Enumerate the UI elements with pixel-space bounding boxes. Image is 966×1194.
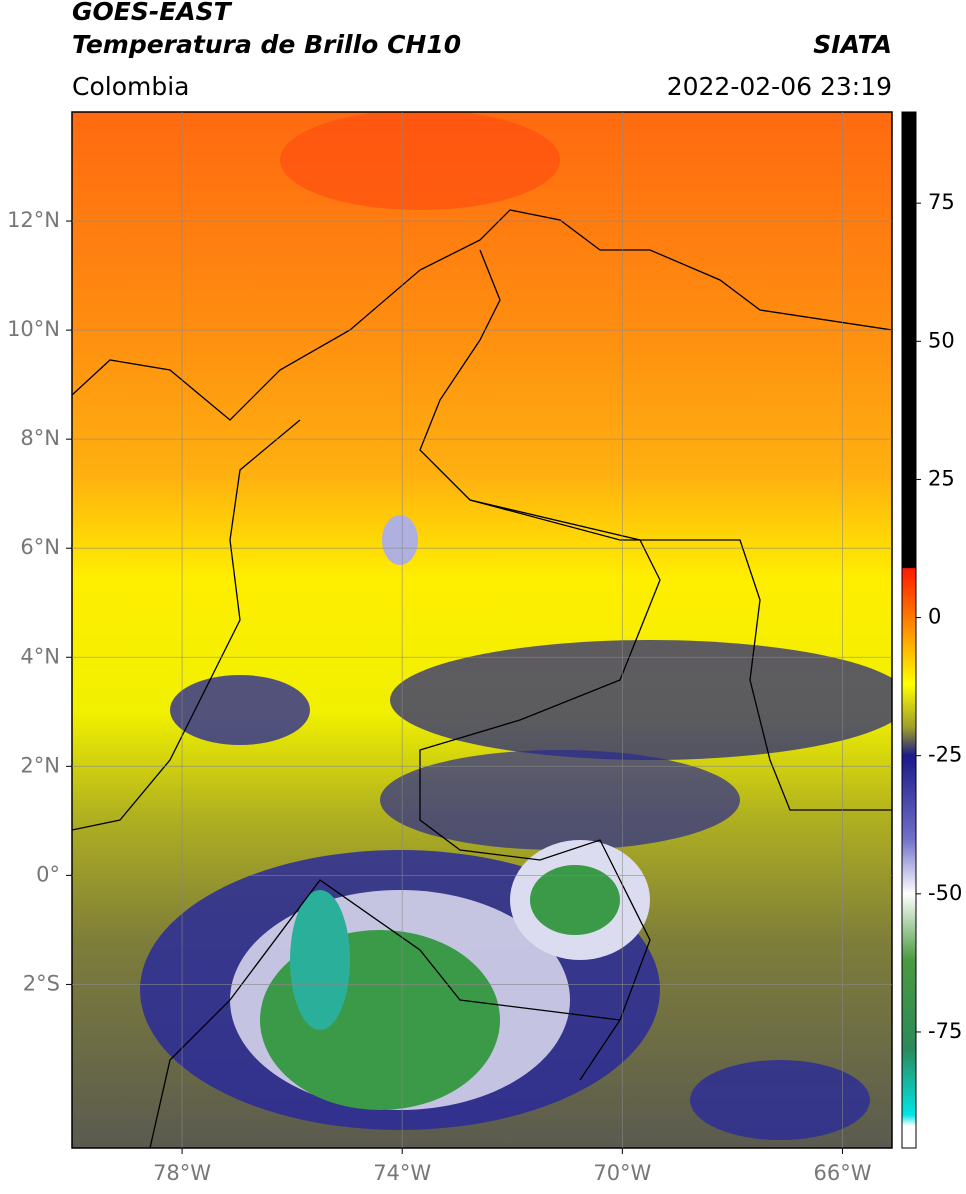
x-tick-label: 74°W: [373, 1161, 431, 1185]
source: SIATA: [813, 30, 892, 59]
colorbar-tick-label: -75: [928, 1019, 962, 1043]
subtitle: Temperatura de Brillo CH10: [72, 30, 461, 59]
y-tick-label: 0°: [36, 862, 60, 886]
y-tick-label: 4°N: [20, 644, 60, 668]
y-tick-label: 2°S: [23, 971, 60, 995]
datetime: 2022-02-06 23:19: [667, 72, 892, 101]
colorbar-tick-label: 0: [928, 605, 941, 629]
title: GOES-EAST: [72, 0, 233, 26]
y-tick-label: 10°N: [7, 317, 60, 341]
y-tick-label: 2°N: [20, 753, 60, 777]
colorbar-tick-label: -25: [928, 743, 962, 767]
colorbar-tick-label: 25: [928, 466, 955, 490]
y-tick-label: 6°N: [20, 535, 60, 559]
colorbar-tick-label: 75: [928, 190, 955, 214]
region: Colombia: [72, 72, 189, 101]
colorbar-tick-label: -50: [928, 881, 962, 905]
satellite-image: [72, 112, 892, 1148]
x-tick-label: 70°W: [593, 1161, 651, 1185]
y-tick-label: 8°N: [20, 426, 60, 450]
x-tick-label: 66°W: [813, 1161, 871, 1185]
x-tick-label: 78°W: [153, 1161, 211, 1185]
map-frame: [71, 111, 893, 1149]
y-tick-label: 12°N: [7, 208, 60, 232]
colorbar: [901, 111, 917, 1149]
colorbar-tick-label: 50: [928, 328, 955, 352]
